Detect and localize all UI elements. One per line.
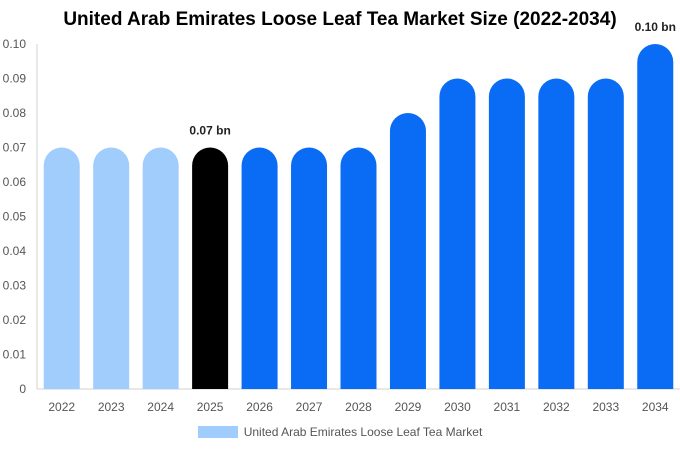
bar-series: [43, 44, 674, 389]
bar-2033: [587, 78, 624, 389]
x-tick-label: 2032: [543, 400, 570, 414]
x-tick-label: 2025: [197, 400, 224, 414]
y-tick-label: 0.01: [3, 348, 27, 362]
y-tick-label: 0.06: [3, 175, 27, 189]
x-tick-label: 2030: [444, 400, 471, 414]
y-tick-label: 0.09: [3, 72, 27, 86]
legend-swatch: [197, 426, 238, 438]
bar-2028: [340, 147, 377, 389]
x-tick-label: 2027: [296, 400, 323, 414]
y-axis: 0 0.01 0.02 0.03 0.04 0.05 0.06 0.07 0.08 0.09 0.1…: [3, 37, 38, 396]
x-tick-label: 2028: [345, 400, 372, 414]
x-tick-label: 2031: [494, 400, 521, 414]
y-tick-label: 0.07: [3, 141, 27, 155]
chart-title: United Arab Emirates Loose Leaf Tea Mark…: [63, 9, 617, 30]
x-tick-label: 2023: [98, 400, 125, 414]
bar-2031: [488, 78, 525, 389]
x-tick-label: 2026: [246, 400, 273, 414]
bar-2032: [538, 78, 575, 389]
x-tick-label: 2033: [592, 400, 619, 414]
x-tick-label: 2022: [48, 400, 75, 414]
y-tick-label: 0: [19, 382, 26, 396]
legend: United Arab Emirates Loose Leaf Tea Mark…: [0, 425, 680, 439]
x-tick-label: 2024: [147, 400, 174, 414]
bar-2029: [389, 113, 426, 389]
data-label-2034: 0.10 bn: [635, 20, 676, 34]
data-labels: 0.07 bn 0.10 bn: [189, 20, 676, 138]
data-label-2025: 0.07 bn: [189, 124, 230, 138]
x-axis: 2022 2023 2024 2025 2026 2027 2028 2029 2030 2031…: [37, 388, 680, 414]
bar-2022: [43, 147, 80, 389]
y-tick-label: 0.10: [3, 37, 27, 51]
bar-2025: [192, 147, 229, 389]
y-tick-label: 0.05: [3, 210, 27, 224]
x-tick-label: 2029: [395, 400, 422, 414]
bar-2027: [291, 147, 328, 389]
y-tick-label: 0.08: [3, 106, 27, 120]
y-tick-label: 0.02: [3, 313, 27, 327]
bar-2023: [93, 147, 130, 389]
y-tick-label: 0.03: [3, 279, 27, 293]
bar-2026: [241, 147, 278, 389]
y-tick-label: 0.04: [3, 244, 27, 258]
legend-label: United Arab Emirates Loose Leaf Tea Mark…: [243, 425, 483, 439]
x-tick-label: 2034: [642, 400, 669, 414]
bar-2034: [637, 44, 674, 389]
bar-2024: [142, 147, 179, 389]
bar-2030: [439, 78, 476, 389]
